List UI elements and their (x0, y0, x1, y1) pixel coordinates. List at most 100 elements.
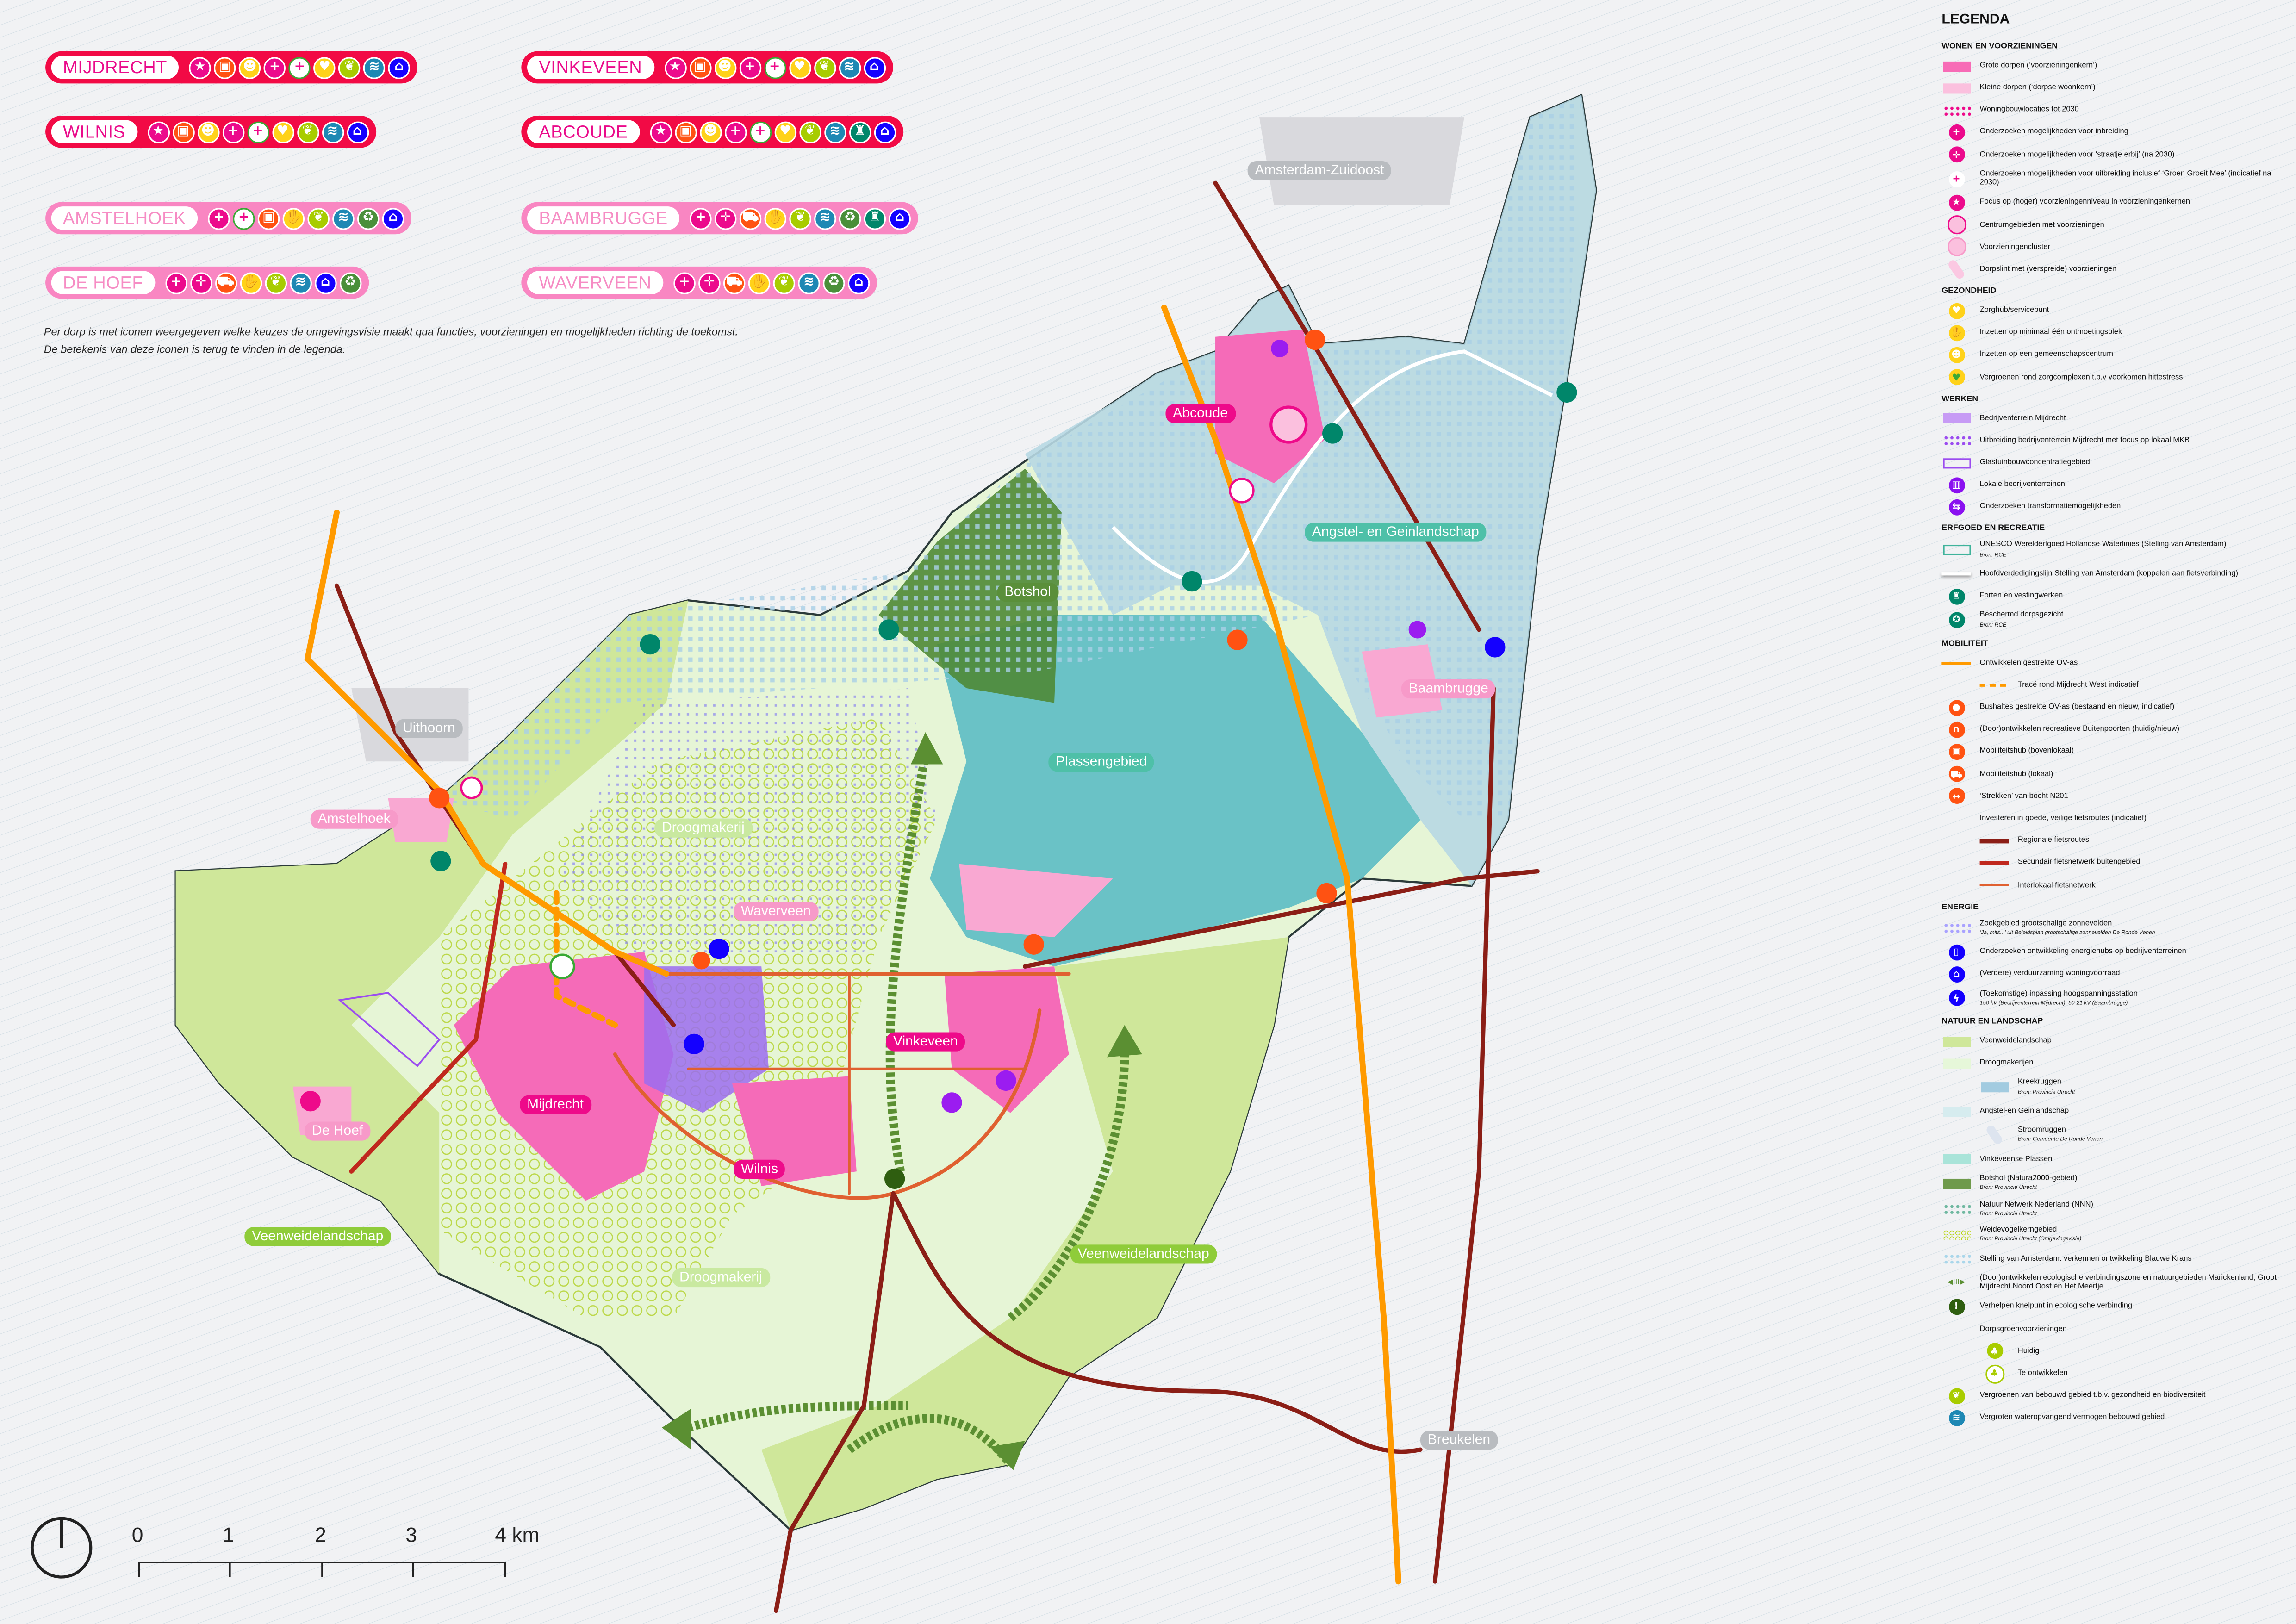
village-pill-baambrugge[interactable]: BAAMBRUGGE + ✛ ⛟ ✋ ❦ ≋ ♻ ♜ ⌂ (521, 202, 918, 235)
note-line-1: Per dorp is met iconen weergegeven welke… (44, 325, 738, 338)
legend-symbol (1941, 1251, 1971, 1266)
eco-arrowheads (662, 732, 1142, 1470)
plus-icon: + (1948, 124, 1965, 141)
legend-symbol (1979, 878, 2009, 893)
village-pill-de-hoef[interactable]: DE HOEF + ✛ ⛟ ✋ ❦ ≋ ⌂ ♻ (45, 266, 369, 299)
village-pill-abcoude[interactable]: ABCOUDE ★ ▣ ☻ + + ♥ ❦ ≋ ♜ ⌂ (521, 115, 903, 148)
map-label-abcoude: Abcoude (1165, 404, 1235, 423)
plus-icon: + (165, 271, 187, 294)
village-pill-wilnis[interactable]: WILNIS ★ ▣ ☻ + + ♥ ❦ ≋ ⌂ (45, 115, 376, 148)
water-icon: ≋ (814, 207, 836, 230)
bus-icon: ▣ (172, 121, 194, 143)
line-swatch (1979, 861, 2009, 865)
tree-icon: ♣ (1986, 1343, 2003, 1360)
village-pill-mijdrecht[interactable]: MIJDRECHT ★ ▣ ☻ + + ♥ ❦ ≋ ⌂ (45, 51, 418, 84)
legend-label: Angstel-en Geinlandschap (1979, 1107, 2069, 1116)
hand-icon: ✋ (240, 271, 262, 294)
dotted-pattern (1942, 923, 1971, 933)
legend-label: Te ontwikkelen (2017, 1369, 2068, 1378)
legend-item: ⌂ (Verdere) verduurzaming woningvoorraad (1941, 966, 2290, 983)
swatch (1942, 83, 1971, 93)
map-label-plassengebied: Plassengebied (1048, 753, 1155, 772)
legend-label: Woningbouwlocaties tot 2030 (1979, 106, 2079, 115)
legend-item: Regionale fietsroutes (1941, 834, 2290, 848)
village-pill-amstelhoek[interactable]: AMSTELHOEK + + ▣ ✋ ❦ ≋ ♻ ⌂ (45, 202, 412, 235)
legend-item: ⛟ Mobiliteitshub (lokaal) (1941, 766, 2290, 783)
legend-symbol (1941, 566, 1971, 581)
legend-symbol: ▣ (1941, 744, 1971, 760)
stelling-blauwe-krans (439, 95, 1582, 820)
star-icon: ★ (1948, 194, 1965, 211)
hand-icon: ✋ (748, 271, 771, 294)
legend-label-wrap: Mobiliteitshub (lokaal) (1980, 770, 2053, 779)
legend-label-wrap: Secundair fietsnetwerk buitengebied (2018, 859, 2140, 868)
outline-swatch (1942, 457, 1971, 468)
plus-icon: + (724, 121, 747, 143)
legend-label-wrap: (Door)ontwikkelen recreatieve Buitenpoor… (1980, 725, 2180, 734)
water-icon: ≋ (363, 56, 386, 79)
legend-item: ≋ Vergroten wateropvangend vermogen bebou… (1941, 1410, 2290, 1426)
legend-label: Onderzoeken transformatiemogelijkheden (1979, 503, 2121, 512)
scale-label: 4 km (495, 1523, 540, 1547)
legend-symbol (1941, 215, 1971, 235)
legend-item: Voorzieningencluster (1941, 237, 2290, 257)
village-pill-waverveen[interactable]: WAVERVEEN + ✛ ⛟ ✋ ❦ ≋ ♻ ⌂ (521, 266, 877, 299)
leaf-icon: ❦ (799, 121, 821, 143)
scale-label: 2 (315, 1523, 326, 1547)
legend-label-wrap: Droogmakerijen (1980, 1059, 2034, 1068)
car-icon: ⛟ (1948, 766, 1965, 783)
legend-symbol (1941, 1202, 1971, 1217)
legend-label-wrap: Veenweidelandschap (1980, 1037, 2052, 1046)
legend-item: ● Bushaltes gestrekte OV-as (bestaand en … (1941, 699, 2290, 716)
legend-label: (Door)ontwikkelen recreatieve Buitenpoor… (1979, 725, 2180, 734)
village-name: DE HOEF (51, 271, 155, 294)
car-icon: ⛟ (723, 271, 746, 294)
legend-section-title: NATUUR EN LANDSCHAP (1941, 1018, 2043, 1027)
legend-label-wrap: Grote dorpen (‘voorzieningenkern’) (1980, 62, 2097, 71)
legend-symbol: ♣ (1980, 1364, 2009, 1383)
legend-item: ♥ Zorghub/servicepunt (1941, 302, 2290, 319)
heart-icon: ♥ (313, 56, 336, 79)
legend-label-wrap: Huidig (2018, 1347, 2040, 1356)
legend-label: Droogmakerijen (1979, 1058, 2034, 1068)
map-label-waverveen: Waverveen (734, 902, 818, 921)
legend-item: Stelling van Amsterdam: verkennen ontwik… (1941, 1251, 2290, 1266)
legend-symbol (1941, 1322, 1971, 1337)
legend-item: ✛ Onderzoeken mogelijkheden voor ‘straatj… (1941, 147, 2290, 163)
legend-item: ❦ Vergroenen van bebouwd gebied t.b.v. ge… (1941, 1388, 2290, 1404)
house-icon: ⌂ (314, 271, 336, 294)
house-icon: ⌂ (346, 121, 368, 143)
swatch (1942, 1154, 1971, 1165)
legend-label: Grote dorpen (‘voorzieningenkern’) (1979, 61, 2097, 70)
line-swatch (1979, 839, 2009, 843)
legend-label: Natuur Netwerk Nederland (NNN) (1979, 1200, 2093, 1209)
village-name: AMSTELHOEK (51, 206, 198, 230)
legend-label-wrap: Angstel-en Geinlandschap (1980, 1107, 2069, 1116)
fort-icon: ♜ (1948, 588, 1965, 604)
legend-section-title: WONEN EN VOORZIENINGEN (1941, 42, 2058, 51)
legend-item: Tracé rond Mijdrecht West indicatief (1941, 678, 2290, 693)
heart-icon: ♥ (272, 121, 294, 143)
legend-symbol: ♥ (1941, 302, 1971, 319)
legend-symbol: ❦ (1941, 1388, 1971, 1404)
swatch (1942, 1036, 1971, 1046)
dotted-pattern (1942, 435, 1971, 446)
legend-symbol (1979, 678, 2009, 693)
legend-symbol (1941, 1034, 1971, 1049)
legend-label: Regionale fietsroutes (2017, 836, 2090, 846)
legend-symbol: ↔ (1941, 788, 1971, 805)
legend-source: Bron: RCE (1979, 551, 2007, 558)
legend-item: Centrumgebieden met voorzieningen (1941, 215, 2290, 235)
village-pill-vinkeveen[interactable]: VINKEVEEN ★ ▣ ☻ + + ♥ ❦ ≋ ⌂ (521, 51, 893, 84)
star-icon: ★ (189, 56, 212, 79)
swatch (1942, 413, 1971, 423)
hand-icon: ✋ (282, 207, 305, 230)
star-icon: ★ (649, 121, 672, 143)
outline-swatch (1942, 545, 1971, 555)
legend-label: Hoofdverdedigingslijn Stelling van Amste… (1979, 569, 2238, 579)
fort-star-icon: ✪ (1948, 612, 1965, 628)
map-label-breukelen: Breukelen (1420, 1431, 1498, 1450)
legend-symbol (1980, 1124, 2009, 1146)
leaf-icon: ❦ (789, 207, 811, 230)
